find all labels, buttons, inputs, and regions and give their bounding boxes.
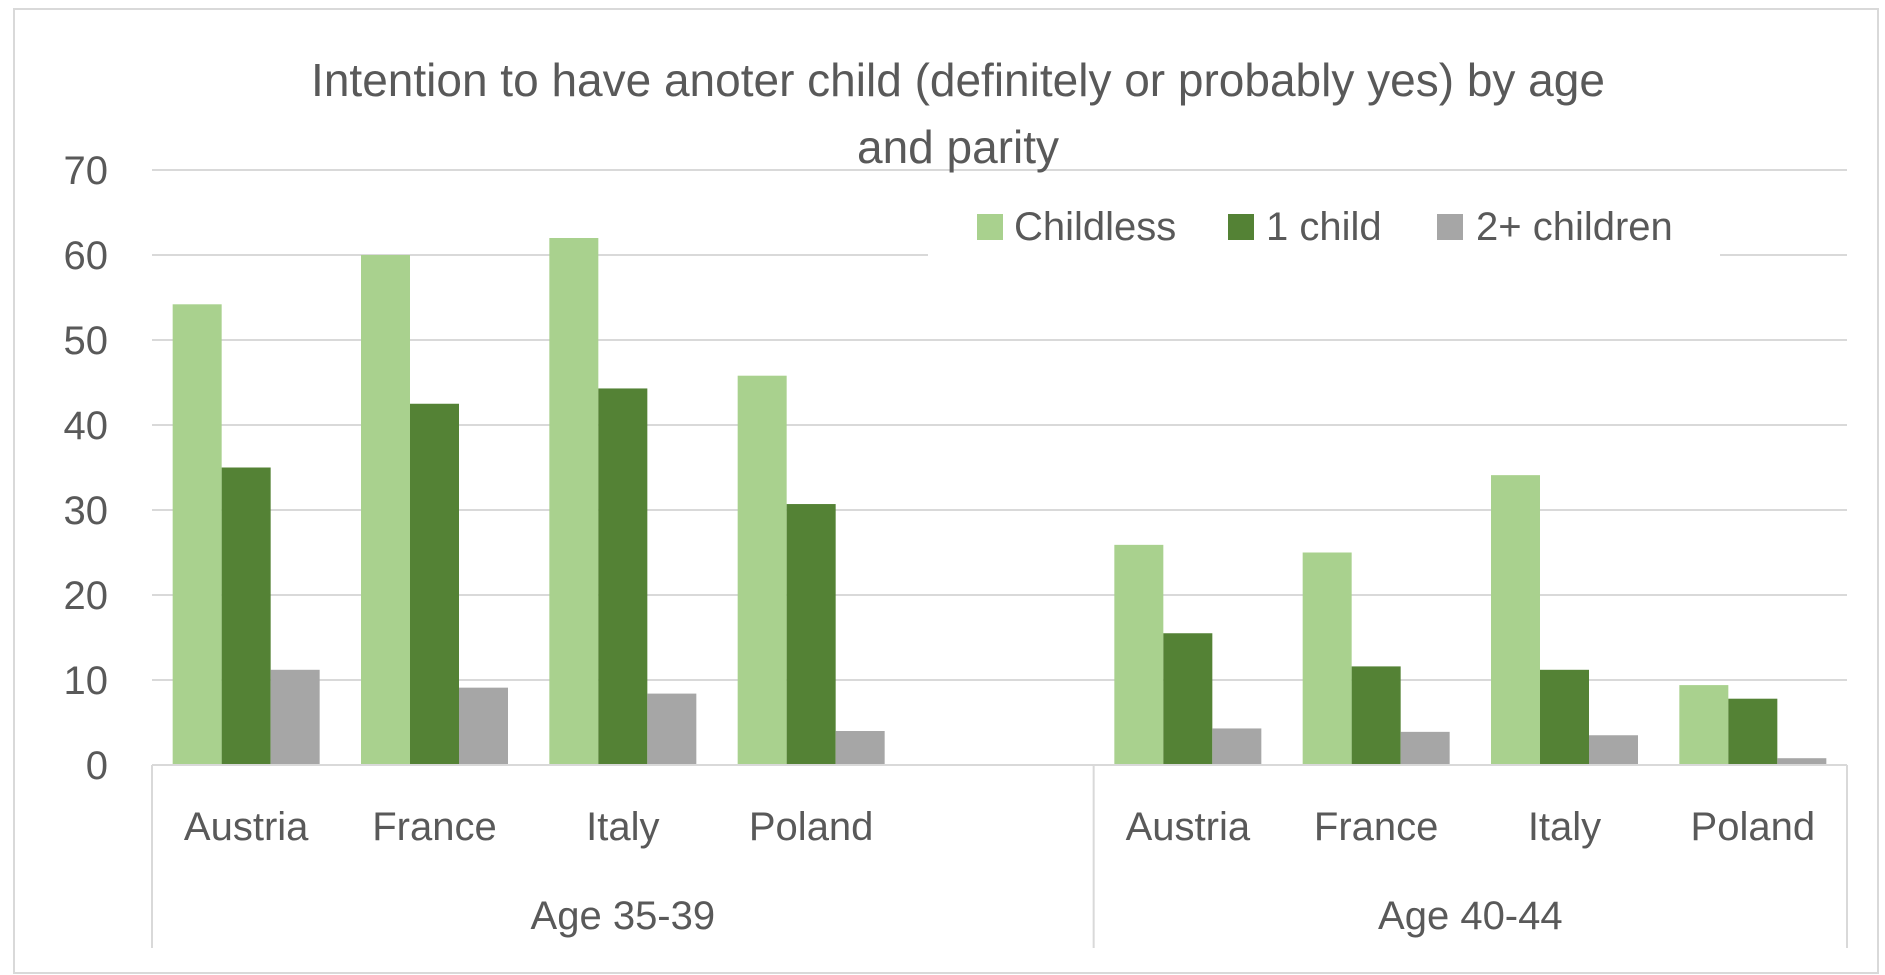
legend-swatch-1-child bbox=[1228, 214, 1254, 240]
bar-childless-age-40-44-austria bbox=[1114, 544, 1164, 765]
x-category-label-france-age-35-39: France bbox=[372, 805, 497, 849]
bar-1-child-age-40-44-italy bbox=[1540, 669, 1589, 765]
bar-2-children-age-35-39-italy bbox=[647, 693, 697, 765]
bar-2-children-age-40-44-france bbox=[1400, 731, 1450, 765]
bar-2-children-age-35-39-france bbox=[459, 687, 508, 765]
x-category-label-poland-age-40-44: Poland bbox=[1691, 805, 1816, 849]
y-tick-label-0: 0 bbox=[86, 744, 108, 788]
legend-background bbox=[928, 198, 1720, 256]
legend-label-childless: Childless bbox=[1014, 205, 1176, 249]
bar-childless-age-40-44-italy bbox=[1491, 475, 1540, 765]
bar-2-children-age-40-44-italy bbox=[1589, 735, 1638, 765]
x-category-label-italy-age-40-44: Italy bbox=[1528, 805, 1601, 849]
bar-2-children-age-40-44-poland bbox=[1777, 758, 1827, 765]
y-tick-label-30: 30 bbox=[64, 489, 109, 533]
y-tick-label-20: 20 bbox=[64, 574, 109, 618]
bar-1-child-age-35-39-poland bbox=[786, 504, 836, 765]
x-category-label-austria-age-35-39: Austria bbox=[184, 805, 309, 849]
bars bbox=[172, 238, 1827, 765]
legend-swatch-2-children bbox=[1437, 214, 1463, 240]
bar-childless-age-35-39-austria bbox=[172, 304, 222, 765]
y-tick-label-10: 10 bbox=[64, 659, 109, 703]
bar-1-child-age-35-39-france bbox=[410, 403, 459, 765]
legend-label-2-children: 2+ children bbox=[1476, 205, 1673, 249]
bar-childless-age-35-39-italy bbox=[549, 238, 599, 765]
x-category-label-austria-age-40-44: Austria bbox=[1126, 805, 1251, 849]
group-label-age-40-44: Age 40-44 bbox=[1378, 894, 1563, 938]
legend-label-1-child: 1 child bbox=[1266, 205, 1382, 249]
bar-1-child-age-40-44-france bbox=[1351, 666, 1401, 765]
bar-2-children-age-35-39-austria bbox=[270, 669, 320, 765]
bar-1-child-age-35-39-italy bbox=[598, 388, 648, 765]
chart-title: Intention to have anoter child (definite… bbox=[311, 54, 1605, 173]
x-category-label-france-age-40-44: France bbox=[1314, 805, 1439, 849]
axes: 0 10 20 30 40 50 60 70 Austria France Italy Poland A… bbox=[64, 149, 1848, 948]
bar-2-children-age-40-44-austria bbox=[1212, 728, 1262, 765]
bar-2-children-age-35-39-poland bbox=[835, 731, 885, 765]
bar-childless-age-35-39-france bbox=[361, 255, 410, 765]
legend-swatch-childless bbox=[977, 214, 1003, 240]
y-tick-label-40: 40 bbox=[64, 404, 109, 448]
bar-1-child-age-40-44-poland bbox=[1728, 698, 1778, 765]
x-category-label-italy-age-35-39: Italy bbox=[586, 805, 659, 849]
x-category-label-poland-age-35-39: Poland bbox=[749, 805, 874, 849]
bar-1-child-age-35-39-austria bbox=[221, 467, 271, 765]
y-tick-label-70: 70 bbox=[64, 149, 109, 193]
chart-title-line-1: Intention to have anoter child (definite… bbox=[311, 54, 1605, 106]
legend: Childless 1 child 2+ children bbox=[928, 198, 1720, 256]
group-label-age-35-39: Age 35-39 bbox=[531, 894, 716, 938]
y-tick-label-60: 60 bbox=[64, 234, 109, 278]
bar-1-child-age-40-44-austria bbox=[1163, 633, 1213, 765]
bar-childless-age-40-44-france bbox=[1302, 552, 1352, 765]
chart-title-line-2: and parity bbox=[857, 121, 1059, 173]
bar-childless-age-40-44-poland bbox=[1679, 685, 1729, 765]
y-tick-label-50: 50 bbox=[64, 319, 109, 363]
bar-childless-age-35-39-poland bbox=[737, 375, 787, 765]
